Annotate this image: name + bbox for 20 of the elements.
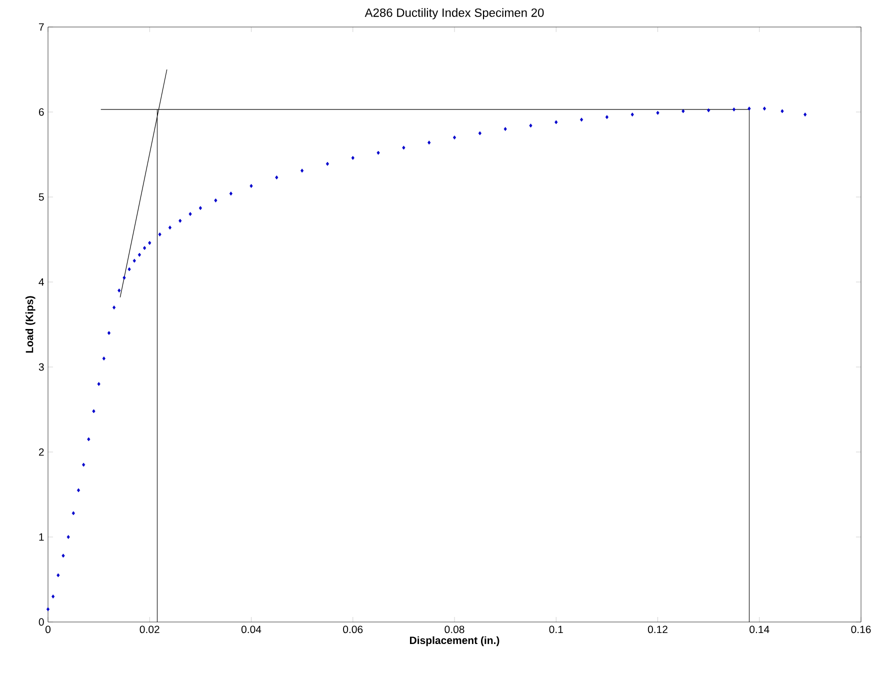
x-tick-label: 0.12	[648, 626, 668, 634]
x-tick-label: 0.06	[343, 626, 363, 634]
x-tick-label: 0.02	[140, 626, 160, 634]
y-tick-label: 2	[39, 448, 44, 456]
x-tick-label: 0.14	[750, 626, 770, 634]
x-tick-label: 0.08	[444, 626, 464, 634]
y-tick-label: 4	[38, 278, 44, 286]
x-axis-title: Displacement (in.)	[410, 636, 500, 646]
y-tick-label: 7	[39, 23, 44, 31]
x-tick-label: 0.1	[549, 626, 563, 634]
y-axis-title: Load (Kips)	[25, 296, 36, 353]
y-tick-label: 1	[39, 533, 44, 541]
y-tick-label: 6	[39, 108, 44, 116]
x-tick-label: 0.04	[241, 626, 262, 634]
x-tick-label: 0	[45, 626, 51, 634]
y-tick-label: 3	[38, 363, 44, 371]
x-tick-label: 0.16	[851, 626, 871, 634]
y-tick-label: 5	[38, 193, 44, 201]
chart-title: A286 Ductility Index Specimen 20	[364, 8, 544, 20]
y-tick-label: 0	[38, 618, 44, 626]
